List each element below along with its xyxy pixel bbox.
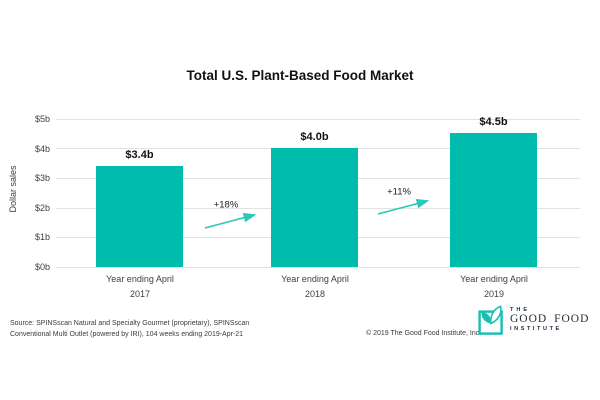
x-label-2017-line1: Year ending April bbox=[106, 274, 174, 284]
gridline bbox=[56, 267, 580, 268]
y-tick-5b: $5b bbox=[34, 114, 50, 124]
x-label-2017-line2: 2017 bbox=[129, 288, 151, 299]
bar-2017 bbox=[96, 166, 183, 267]
plot-area: $0b $1b $2b $3b $4b $5b $3.4b $4.0b $4.5… bbox=[35, 114, 580, 272]
gfi-leaf-mark-icon bbox=[478, 305, 503, 335]
x-label-2017: Year ending April 2017 bbox=[75, 272, 205, 301]
y-tick-4b: $4b bbox=[34, 144, 50, 154]
gfi-logo-good-food: GOOD FOOD bbox=[510, 313, 590, 325]
source-note: Source: SPINSscan Natural and Specialty … bbox=[10, 319, 249, 340]
x-label-2018: Year ending April 2018 bbox=[250, 272, 380, 301]
x-label-2018-line2: 2018 bbox=[304, 288, 326, 299]
source-note-line2: Conventional Multi Outlet (powered by IR… bbox=[10, 330, 244, 338]
good-food-institute-logo: THE GOOD FOOD INSTITUTE bbox=[478, 305, 589, 335]
growth-label-18pct: +18% bbox=[213, 199, 239, 211]
gfi-logo-institute: INSTITUTE bbox=[510, 326, 562, 332]
bar-2019 bbox=[450, 133, 537, 267]
x-label-2019-line2: 2019 bbox=[483, 288, 505, 299]
growth-label-11pct: +11% bbox=[387, 186, 411, 198]
x-label-2018-line1: Year ending April bbox=[281, 274, 349, 284]
y-tick-3b: $3b bbox=[34, 173, 50, 183]
growth-arrow-2017-2018 bbox=[204, 213, 257, 229]
y-tick-1b: $1b bbox=[34, 232, 50, 242]
y-tick-2b: $2b bbox=[34, 203, 50, 213]
gridline bbox=[56, 119, 580, 120]
gfi-logo-the: THE bbox=[510, 307, 530, 313]
bar-value-2019: $4.5b bbox=[479, 116, 508, 129]
bar-2018 bbox=[271, 148, 358, 267]
source-note-line1: Source: SPINSscan Natural and Specialty … bbox=[10, 320, 250, 327]
copyright-text: © 2019 The Good Food Institute, Inc. bbox=[366, 330, 482, 337]
chart-title: Total U.S. Plant-Based Food Market bbox=[186, 68, 414, 83]
bar-value-2018: $4.0b bbox=[300, 131, 329, 144]
bar-value-2017: $3.4b bbox=[125, 149, 154, 161]
x-label-2019: Year ending April 2019 bbox=[429, 272, 559, 301]
y-tick-0b: $0b bbox=[34, 262, 50, 272]
x-label-2019-line1: Year ending April bbox=[460, 274, 528, 284]
gfi-logo-text: THE GOOD FOOD INSTITUTE bbox=[510, 307, 589, 333]
